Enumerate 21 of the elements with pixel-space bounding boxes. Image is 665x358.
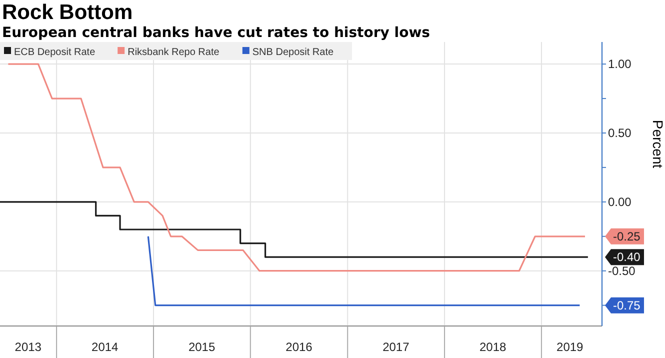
x-tick-label: 2015 (188, 340, 216, 354)
y-tick-label: -0.50 (608, 264, 636, 278)
x-tick-label: 2016 (286, 340, 313, 354)
chart-title: Rock Bottom (2, 1, 133, 24)
x-tick-label: 2013 (14, 340, 42, 354)
y-tick-label: 1.00 (608, 57, 632, 72)
y-axis-title: Percent (650, 120, 665, 168)
x-tick-label: 2018 (480, 340, 507, 354)
x-tick-label: 2019 (556, 340, 584, 354)
x-tick-label: 2014 (92, 340, 119, 354)
legend-label: SNB Deposit Rate (252, 47, 334, 58)
legend-label: ECB Deposit Rate (14, 47, 96, 58)
annotation: -0.25 (613, 229, 641, 244)
annotation: -0.40 (613, 250, 641, 264)
legend-label: Riksbank Repo Rate (128, 47, 220, 58)
x-tick-label: 2017 (382, 340, 410, 354)
y-tick-label: 0.50 (608, 126, 632, 140)
y-tick-label: 0.00 (608, 194, 632, 209)
line-series (7, 63, 586, 272)
annotation: -0.75 (613, 298, 641, 312)
chart-subtitle: European central banks have cut rates to history lows (2, 25, 430, 41)
